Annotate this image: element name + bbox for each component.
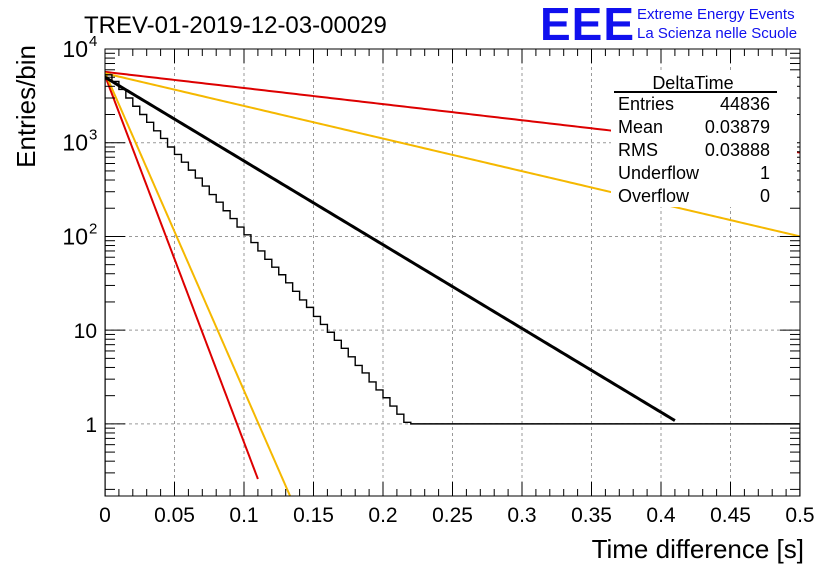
- grid: [105, 49, 800, 496]
- stats-value-rms: 0.03888: [705, 140, 770, 160]
- x-tick-label: 0.3: [507, 504, 536, 527]
- histogram-outline: [105, 74, 800, 496]
- stats-title: DeltaTime: [652, 73, 733, 93]
- x-tick-label: 0.35: [571, 504, 612, 527]
- x-tick-label: 0.1: [229, 504, 258, 527]
- stats-label-entries: Entries: [618, 94, 674, 114]
- x-tick-label: 0: [99, 504, 111, 527]
- y-tick-label: 1: [85, 414, 97, 437]
- histogram: [105, 74, 800, 496]
- y-axis-title: Entries/bin: [11, 45, 41, 168]
- y-tick-label: 10: [62, 130, 88, 156]
- stats-label-rms: RMS: [618, 140, 658, 160]
- stats-label-underflow: Underflow: [618, 163, 700, 183]
- x-tick-label: 0.45: [710, 504, 751, 527]
- stats-value-mean: 0.03879: [705, 117, 770, 137]
- logo-line-1: Extreme Energy Events: [637, 6, 795, 23]
- y-tick-label: 10: [62, 36, 88, 62]
- logo-line-2: La Scienza nelle Scuole: [637, 25, 797, 42]
- y-tick-label: 10: [74, 320, 97, 343]
- eee-logo: EEE: [540, 0, 635, 50]
- y-tick-exponent: 4: [89, 33, 97, 50]
- yellow-fast-curve: [105, 72, 292, 496]
- x-tick-label: 0.15: [293, 504, 334, 527]
- yellow-slow-curve: [105, 72, 800, 238]
- x-tick-label: 0.05: [154, 504, 195, 527]
- stats-label-mean: Mean: [618, 117, 663, 137]
- y-tick-exponent: 2: [89, 220, 97, 237]
- y-tick-exponent: 3: [89, 127, 97, 144]
- stats-box: DeltaTime Entries 44836 Mean 0.03879 RMS…: [611, 73, 797, 207]
- stats-value-entries: 44836: [720, 94, 770, 114]
- red-fast-curve: [105, 75, 259, 480]
- y-tick-label: 10: [62, 223, 88, 249]
- stats-value-overflow: 0: [760, 186, 770, 206]
- stats-label-overflow: Overflow: [618, 186, 690, 206]
- x-axis-title: Time difference [s]: [592, 534, 804, 564]
- x-tick-label: 0.5: [785, 504, 814, 527]
- x-tick-label: 0.4: [646, 504, 676, 527]
- stats-value-underflow: 1: [760, 163, 770, 183]
- x-tick-labels: 0 0.05 0.1 0.15 0.2 0.25 0.3 0.35 0.4 0.45 0.5: [99, 504, 814, 527]
- x-tick-label: 0.2: [368, 504, 397, 527]
- run-title: TREV-01-2019-12-03-00029: [84, 12, 387, 39]
- x-tick-label: 0.25: [432, 504, 473, 527]
- fit-curve: [105, 75, 676, 422]
